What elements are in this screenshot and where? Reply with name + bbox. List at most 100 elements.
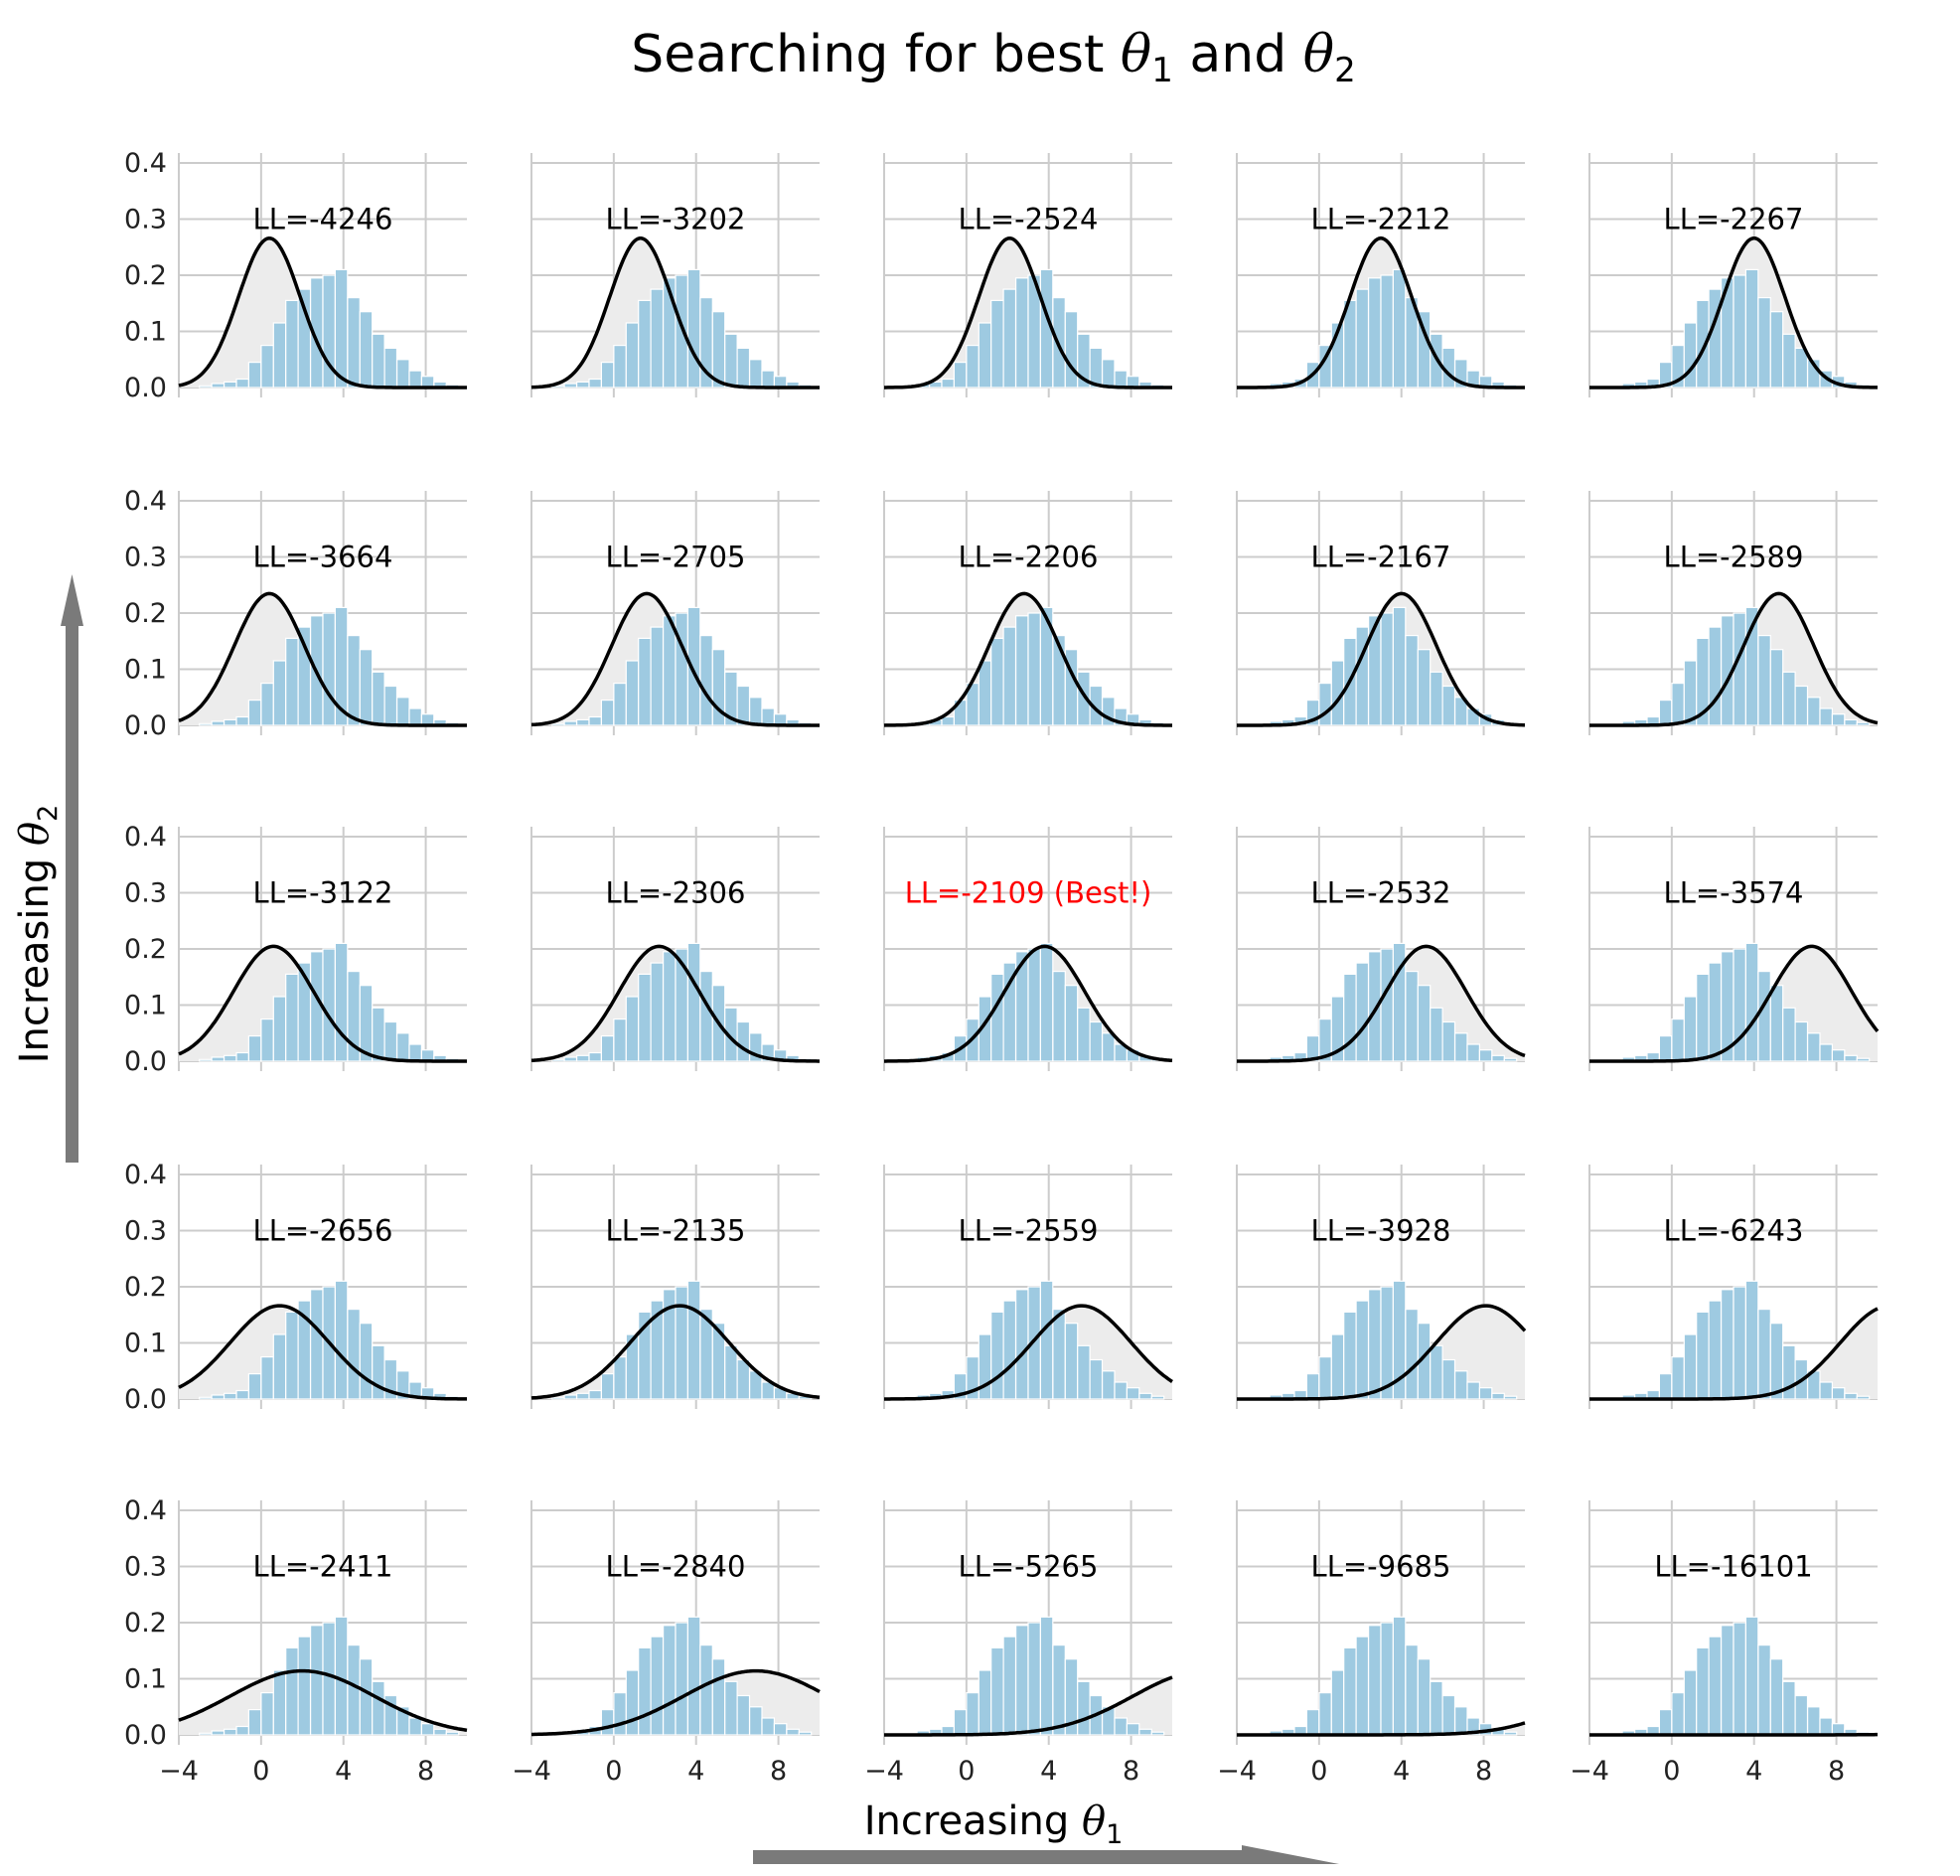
histogram-bar	[711, 311, 726, 389]
histogram-bar	[1733, 1286, 1746, 1400]
normal-curve	[178, 944, 467, 1063]
histogram-bar	[736, 347, 751, 389]
histogram-bar	[1683, 660, 1698, 726]
panel-4-4: LL=-16101 −4 0 4 8	[1570, 1500, 1878, 1787]
histogram-bar	[1014, 615, 1029, 726]
histogram-bar	[1658, 1372, 1673, 1400]
panel-2-2: LL=-2109 (Best!)	[883, 827, 1173, 1071]
histogram-bar	[1002, 1300, 1017, 1400]
panel-1-3: LL=-2167	[1236, 491, 1525, 735]
normal-curve	[1589, 591, 1879, 727]
histogram-bar	[408, 1043, 422, 1062]
ll-label: LL=-3202	[606, 203, 746, 236]
x-axis-arrow	[753, 1845, 1339, 1864]
normal-curve	[884, 944, 1173, 1063]
y-tick-label: 0.1	[124, 991, 167, 1021]
histogram-bar	[334, 1280, 349, 1400]
y-tick-label: 0.2	[124, 1608, 167, 1639]
histogram-bar	[686, 1280, 701, 1400]
histogram-bar	[199, 1058, 213, 1062]
panel-3-3: LL=-3928	[1236, 1165, 1527, 1409]
ll-label: LL=-2167	[1311, 541, 1451, 574]
normal-curve	[1589, 944, 1880, 1063]
histogram-bar	[1696, 1646, 1710, 1736]
histogram-bar	[1744, 268, 1759, 389]
panel-1-1: LL=-2705	[530, 491, 820, 735]
panel-1-2: LL=-2206	[883, 491, 1172, 735]
histogram-bar	[272, 322, 287, 389]
histogram-bar	[1658, 1034, 1673, 1062]
histogram-bar	[600, 699, 615, 726]
histogram-bar	[1844, 1054, 1858, 1062]
histogram-bar	[1478, 1049, 1493, 1062]
histogram-bar	[1405, 634, 1419, 726]
panel-3-2: LL=-2559	[883, 1165, 1173, 1409]
y-tick-label: 0.2	[124, 1272, 167, 1303]
histogram-bar	[1466, 1381, 1480, 1400]
histogram-bar	[1343, 973, 1357, 1062]
y-tick-label: 0.3	[124, 1216, 167, 1247]
histogram-bar	[1089, 1020, 1104, 1062]
histogram-bar	[372, 1007, 385, 1062]
histogram-bar	[1671, 1355, 1685, 1400]
histogram-bar	[675, 1286, 688, 1400]
histogram-bar	[1696, 1311, 1710, 1400]
histogram-bar	[1039, 1616, 1054, 1736]
histogram-bar	[1708, 626, 1723, 726]
histogram-bar	[347, 1308, 361, 1400]
histogram-bar	[383, 685, 398, 726]
normal-curve	[530, 1304, 821, 1400]
histogram-bar	[359, 311, 374, 389]
histogram-bar	[1844, 718, 1858, 726]
ll-label: LL=-2840	[606, 1550, 746, 1584]
histogram-bar	[1441, 1358, 1456, 1400]
normal-curve	[1237, 944, 1526, 1063]
histogram-bar	[1769, 311, 1784, 389]
histogram-bar	[662, 951, 677, 1062]
histogram-bar	[1856, 721, 1871, 726]
histogram-bar	[600, 362, 615, 389]
x-tick-label: −4	[1570, 1756, 1609, 1787]
best-ll-label: LL=-2109 (Best!)	[905, 876, 1152, 910]
histogram-bar	[1819, 707, 1833, 726]
histogram-bar	[1430, 1007, 1443, 1062]
y-tick-label: 0.3	[124, 1552, 167, 1583]
histogram-bar	[613, 682, 627, 726]
histogram-bar	[1355, 1636, 1370, 1736]
histogram-bar	[224, 1392, 237, 1400]
panel-0-0: LL=-4246 0.0 0.1 0.2 0.3 0.4	[124, 148, 467, 403]
panel-0-2: LL=-2524	[883, 153, 1172, 397]
histogram-bar	[199, 1396, 213, 1400]
x-arrow-shape	[753, 1845, 1339, 1864]
histogram-bar	[1101, 1370, 1116, 1400]
histogram-bar	[1114, 370, 1128, 389]
histogram-bar	[575, 381, 590, 389]
histogram-bar	[1744, 1616, 1759, 1736]
histogram-bar	[1380, 948, 1394, 1062]
ll-label: LL=-2411	[253, 1550, 393, 1584]
histogram-bar	[675, 612, 688, 726]
histogram-bar	[773, 1723, 788, 1736]
histogram-bar	[1683, 1333, 1698, 1400]
y-tick-label: 0.3	[124, 878, 167, 909]
chart-title: Searching for best θ1 and θ2	[631, 25, 1355, 90]
histogram-bar	[1441, 1020, 1456, 1062]
histogram-bar	[1683, 322, 1698, 389]
histogram-bar	[433, 1728, 447, 1736]
histogram-bar	[1441, 1694, 1456, 1736]
histogram-bar	[736, 1694, 751, 1736]
histogram-bar	[575, 1392, 590, 1400]
histogram-bar	[1856, 1395, 1871, 1400]
histogram-bar	[396, 359, 410, 389]
x-tick-label: 8	[1828, 1756, 1845, 1787]
histogram-bar	[1101, 1032, 1116, 1062]
histogram-bar	[953, 362, 968, 389]
histogram-bar	[662, 1625, 677, 1736]
histogram-bar	[990, 637, 1004, 726]
histogram-bar	[1064, 985, 1079, 1062]
histogram-bar	[724, 333, 738, 389]
ll-label: LL=-2135	[606, 1214, 746, 1248]
ll-label: LL=-2524	[959, 203, 1099, 236]
histogram-bar	[322, 948, 336, 1062]
histogram-bar	[966, 1691, 980, 1736]
